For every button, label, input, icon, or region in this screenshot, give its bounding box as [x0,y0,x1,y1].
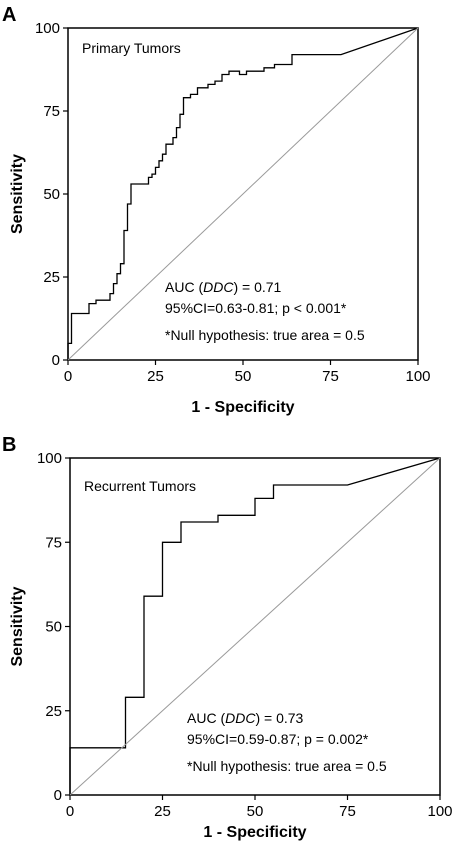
y-tick-label: 75 [45,534,62,551]
reference-diagonal-line [67,27,419,361]
x-tick-label: 75 [322,368,339,385]
annotation-text: AUC ( [187,710,225,726]
annotation-line: *Null hypothesis: true area = 0.5 [187,758,387,774]
annotation-line: 95%CI=0.59-0.87; p = 0.002* [187,731,369,747]
y-tick-label: 75 [43,103,60,120]
y-tick-label: 50 [43,186,60,203]
chart-panel-b: B 0 25 50 75 100 0 25 50 75 100 1 - Specificity Sens… [2,434,453,841]
y-tick-label: 100 [37,450,62,467]
y-axis-title: Sensitivity [9,154,26,234]
x-tick-label: 100 [427,803,452,820]
annotation-text: *Null hypothesis: true area = 0.5 [187,758,387,774]
annotation-line: AUC (DDC) = 0.73 [187,710,304,726]
x-tick-label: 75 [339,803,356,820]
annotation-line: AUC (DDC) = 0.71 [165,279,282,295]
x-tick-label: 25 [147,368,164,385]
annotation-text: ) = 0.71 [233,279,281,295]
chart-panel-a: A 0 25 50 75 100 0 25 50 75 100 1 - Specificity Sens… [2,4,431,416]
x-tick-label: 50 [247,803,264,820]
y-tick-label: 100 [35,20,60,37]
annotation-italic-text: DDC [225,710,256,726]
annotation-text: 95%CI=0.59-0.87; p = 0.002* [187,731,369,747]
annotation-line: *Null hypothesis: true area = 0.5 [165,327,365,343]
x-tick-label: 25 [154,803,171,820]
annotation-text: AUC ( [165,279,203,295]
y-tick-label: 50 [45,619,62,636]
x-axis-title: 1 - Specificity [191,399,294,416]
y-tick-label: 0 [54,787,62,804]
annotation-text: ) = 0.73 [255,710,303,726]
x-axis-title: 1 - Specificity [203,824,306,841]
roc-curve-line [67,27,419,360]
panel-title: Primary Tumors [82,40,181,56]
y-axis-title: Sensitivity [9,586,26,666]
y-tick-label: 25 [43,269,60,286]
annotation-line: 95%CI=0.63-0.81; p < 0.001* [165,300,347,316]
y-tick-label: 25 [45,703,62,720]
x-tick-label: 50 [235,368,252,385]
panel-letter: B [2,434,16,456]
annotation-text: 95%CI=0.63-0.81; p < 0.001* [165,300,347,316]
roc-curve-line [69,457,441,795]
x-tick-label: 0 [64,368,72,385]
x-tick-label: 100 [405,368,430,385]
panel-letter: A [2,4,16,26]
panel-title: Recurrent Tumors [84,478,196,494]
annotation-text: *Null hypothesis: true area = 0.5 [165,327,365,343]
y-tick-label: 0 [52,352,60,369]
x-tick-label: 0 [66,803,74,820]
annotation-italic-text: DDC [203,279,234,295]
reference-diagonal-line [69,457,441,796]
